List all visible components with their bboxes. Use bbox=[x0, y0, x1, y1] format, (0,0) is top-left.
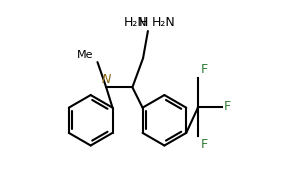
Text: H: H bbox=[139, 16, 148, 29]
Text: Me: Me bbox=[77, 50, 94, 60]
Text: F: F bbox=[224, 100, 231, 113]
Text: N: N bbox=[102, 73, 111, 86]
Text: F: F bbox=[200, 138, 207, 151]
Text: H₂N: H₂N bbox=[124, 16, 148, 29]
Text: F: F bbox=[200, 63, 207, 76]
Text: H₂N: H₂N bbox=[152, 16, 175, 29]
